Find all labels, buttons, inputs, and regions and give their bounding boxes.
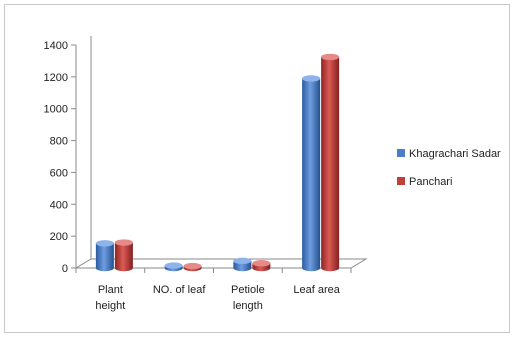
- bars-layer: [95, 53, 340, 272]
- bar: [233, 257, 252, 272]
- x-category-label-line: length: [233, 300, 263, 312]
- bar-top: [252, 260, 271, 267]
- bar-top: [321, 53, 340, 61]
- bar: [252, 260, 271, 272]
- x-category-label-line: NO. of leaf: [153, 284, 207, 296]
- legend-swatch: [397, 177, 405, 185]
- chart-frame: 0 200 400 600 800 1000 1200 1400 Plant height NO. …: [4, 4, 510, 333]
- bar: [95, 240, 114, 272]
- y-tick-label: 0: [62, 263, 68, 275]
- bar-top: [95, 240, 114, 247]
- x-category-label-line: Leaf area: [293, 284, 340, 296]
- chart-svg: 0 200 400 600 800 1000 1200 1400 Plant height NO. …: [44, 36, 501, 312]
- bar-body: [302, 78, 321, 272]
- x-category-label: NO. of leaf: [153, 284, 207, 296]
- bar-body: [95, 243, 114, 272]
- legend-label: Khagrachari Sadar: [409, 148, 501, 160]
- bar-top: [183, 262, 202, 270]
- x-category-label: Petiole length: [231, 284, 265, 312]
- y-tick-label: 400: [50, 199, 68, 211]
- y-tick-label: 800: [50, 136, 68, 148]
- x-category-label-line: height: [95, 300, 125, 312]
- axes-layer: [71, 36, 368, 273]
- bar: [302, 75, 321, 272]
- x-category-label: Plant height: [95, 284, 125, 312]
- x-category-label-line: Plant: [98, 284, 123, 296]
- bar-top: [164, 262, 183, 269]
- bar-top: [114, 239, 133, 246]
- x-category-label: Leaf area: [293, 284, 340, 296]
- legend-swatch: [397, 149, 405, 157]
- bar-top: [233, 257, 252, 265]
- bar: [321, 53, 340, 272]
- x-category-label-line: Petiole: [231, 284, 265, 296]
- y-tick-label: 1200: [44, 72, 68, 84]
- y-tick-label: 1400: [44, 40, 68, 52]
- labels-layer: 0 200 400 600 800 1000 1200 1400 Plant height NO. …: [44, 40, 341, 312]
- y-tick-label: 1000: [44, 104, 68, 116]
- y-tick-label: 200: [50, 231, 68, 243]
- bar: [183, 262, 202, 272]
- legend-label: Panchari: [409, 176, 452, 188]
- bar: [114, 239, 133, 272]
- legend: Khagrachari Sadar Panchari: [397, 148, 501, 188]
- bar-body: [114, 242, 133, 272]
- bar-top: [302, 75, 321, 82]
- bar-body: [321, 56, 340, 272]
- y-tick-label: 600: [50, 167, 68, 179]
- bar: [164, 262, 183, 272]
